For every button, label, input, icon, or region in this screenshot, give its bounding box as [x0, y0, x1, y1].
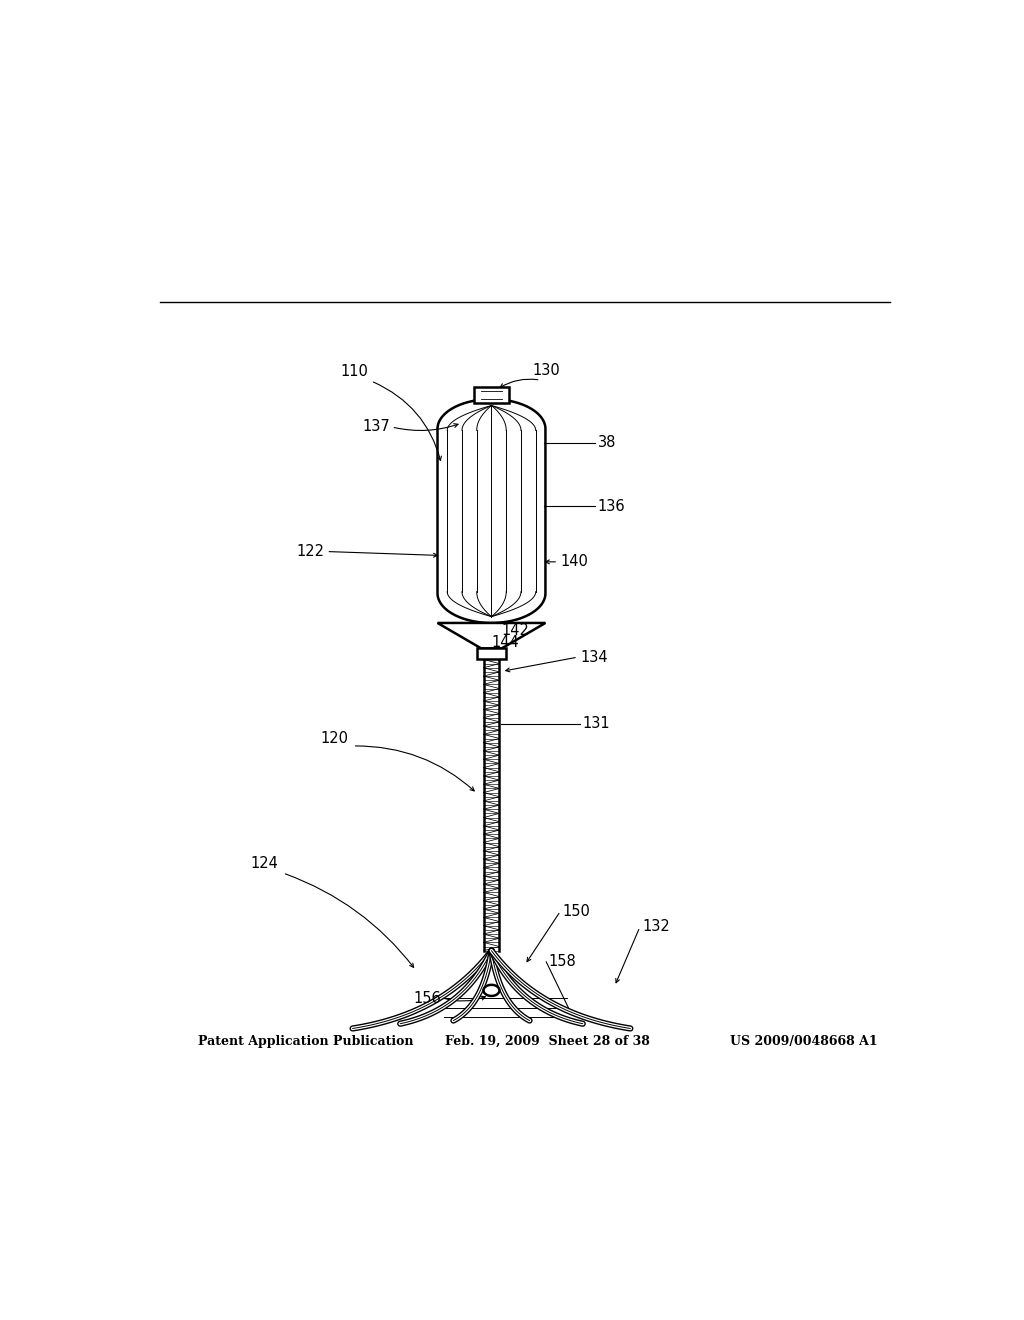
Polygon shape	[437, 399, 546, 623]
Text: Feb. 19, 2009  Sheet 28 of 38: Feb. 19, 2009 Sheet 28 of 38	[445, 1035, 650, 1048]
Text: Patent Application Publication: Patent Application Publication	[198, 1035, 414, 1048]
Text: 158: 158	[549, 954, 577, 969]
Text: US 2009/0048668 A1: US 2009/0048668 A1	[729, 1035, 878, 1048]
Bar	[477, 648, 506, 660]
Polygon shape	[483, 985, 500, 997]
Polygon shape	[437, 623, 546, 648]
Text: 124: 124	[251, 855, 279, 871]
Text: 120: 120	[321, 730, 348, 746]
Text: 140: 140	[560, 554, 589, 569]
Bar	[474, 387, 509, 403]
Text: 131: 131	[582, 717, 609, 731]
Text: 110: 110	[341, 364, 369, 379]
Text: 130: 130	[532, 363, 560, 378]
Text: 38: 38	[598, 436, 616, 450]
Text: 156: 156	[414, 991, 441, 1006]
Text: 122: 122	[297, 544, 325, 560]
Text: 144: 144	[492, 635, 519, 651]
Text: 132: 132	[642, 920, 670, 935]
Text: 150: 150	[563, 903, 591, 919]
Text: 136: 136	[598, 499, 626, 513]
Text: 134: 134	[581, 649, 608, 664]
Text: 142: 142	[501, 623, 528, 638]
Text: 137: 137	[362, 420, 390, 434]
